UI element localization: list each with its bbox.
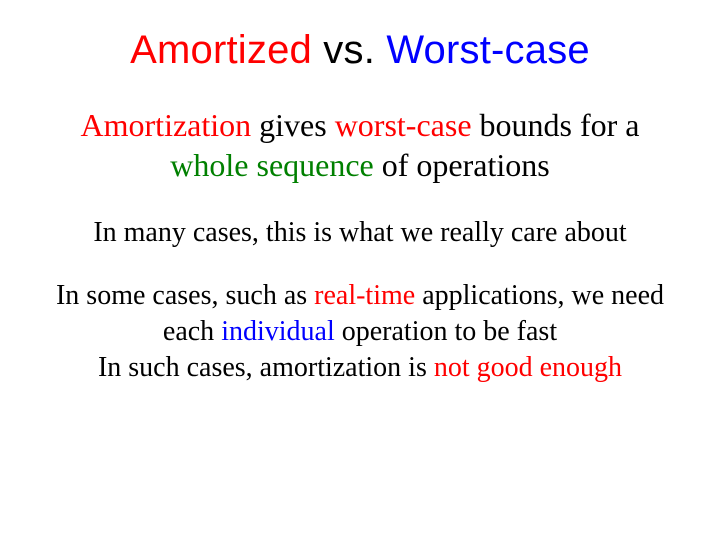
p1-worstcase: worst-case: [335, 107, 472, 143]
p3-text: In such cases, amortization is: [98, 352, 434, 383]
p1-text: gives: [251, 107, 335, 143]
title-vs: vs.: [312, 28, 386, 72]
paragraph-many-cases: In many cases, this is what we really ca…: [40, 215, 680, 250]
p3-text: operation to be fast: [335, 316, 557, 347]
p1-whole-sequence: whole sequence: [170, 147, 373, 183]
p3-real-time: real-time: [314, 280, 415, 311]
slide: Amortized vs. Worst-case Amortization gi…: [0, 0, 720, 540]
p3-text: In some cases, such as: [56, 280, 314, 311]
p1-text: of operations: [374, 147, 550, 183]
p3-not-good-enough: not good enough: [434, 352, 622, 383]
p1-amortization: Amortization: [81, 107, 252, 143]
paragraph-definition: Amortization gives worst-case bounds for…: [60, 105, 660, 185]
title-word-amortized: Amortized: [130, 28, 312, 72]
slide-title: Amortized vs. Worst-case: [40, 28, 680, 73]
paragraph-real-time: In some cases, such as real-time applica…: [40, 278, 680, 385]
p1-text: bounds for a: [472, 107, 640, 143]
title-word-worstcase: Worst-case: [386, 28, 590, 72]
p3-individual: individual: [221, 316, 335, 347]
